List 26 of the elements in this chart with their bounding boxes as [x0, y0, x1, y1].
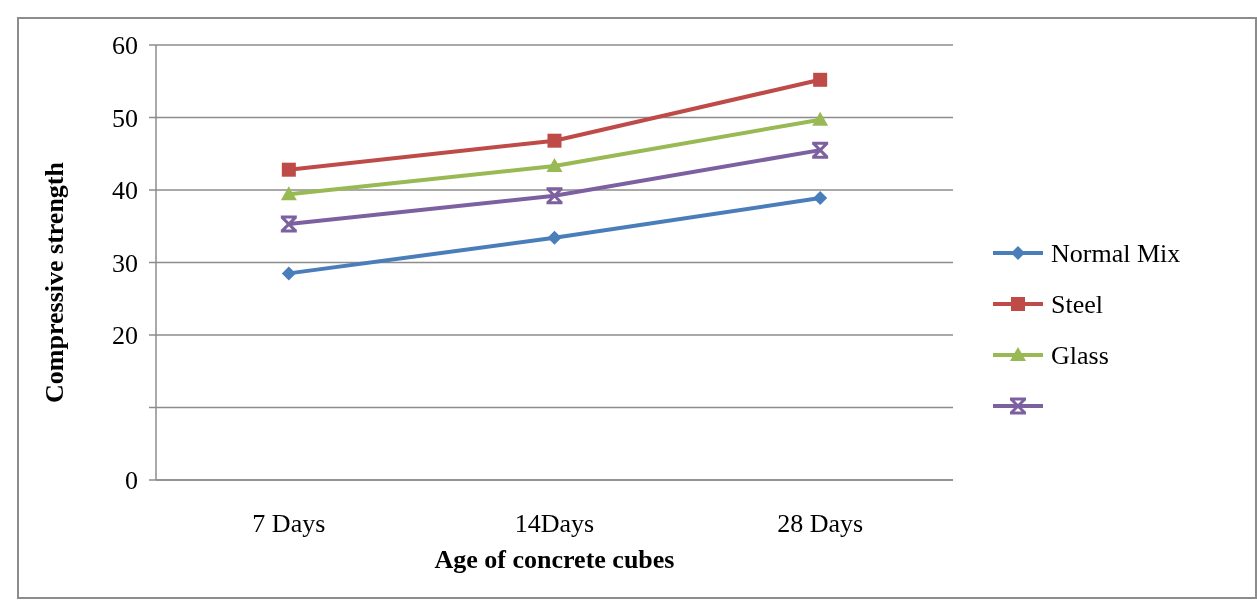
x-tick-label: 14Days [514, 509, 595, 538]
point [281, 162, 296, 177]
x-tick-label: 28 Days [777, 509, 864, 538]
y-tick-label: 0 [125, 466, 138, 496]
point [281, 266, 296, 281]
point [545, 187, 564, 205]
legend-label: Normal Mix [1051, 239, 1181, 269]
point [547, 230, 562, 245]
x-axis-title: Age of concrete cubes [434, 545, 675, 574]
point [810, 141, 830, 159]
point [812, 111, 829, 126]
point [280, 186, 297, 201]
point [547, 133, 562, 148]
point [546, 158, 563, 173]
y-tick-label: 30 [112, 248, 138, 278]
legend-label: Steel [1051, 290, 1103, 320]
y-tick-label: 60 [112, 31, 138, 61]
y-tick-label: 20 [112, 321, 138, 351]
y-axis-title: Compressive strength [40, 161, 69, 403]
y-tick-label: 50 [112, 103, 138, 133]
legend-label: Glass [1051, 341, 1109, 371]
point [279, 215, 299, 233]
point [813, 72, 828, 87]
point [813, 190, 828, 205]
y-tick-label: 40 [112, 176, 138, 206]
x-tick-label: 7 Days [252, 509, 326, 538]
